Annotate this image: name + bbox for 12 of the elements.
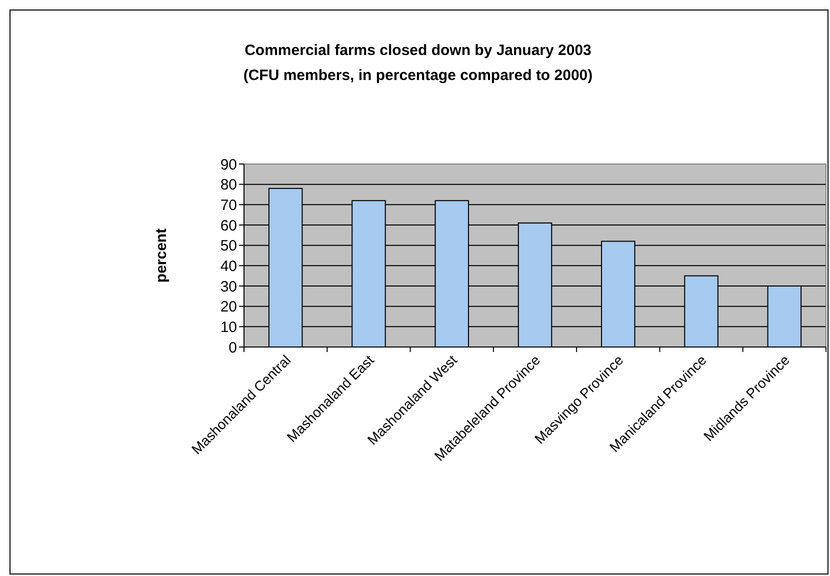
y-tick-label: 50 — [220, 238, 237, 255]
y-tick-label: 10 — [220, 318, 237, 336]
y-tick-label: 30 — [220, 278, 237, 296]
y-axis-title: percent — [153, 228, 170, 283]
y-tick-label: 40 — [220, 258, 237, 275]
y-tick-label: 70 — [220, 196, 237, 214]
y-tick-label: 80 — [220, 176, 237, 194]
y-tick-label: 60 — [220, 217, 237, 234]
y-tick-label: 20 — [220, 298, 237, 316]
chart-title: Commercial farms closed down by January 2003 (CFU members, in percentage compared to 2000) — [243, 42, 593, 84]
y-tick-label: 90 — [220, 156, 237, 174]
y-tick-label: 0 — [228, 339, 237, 356]
